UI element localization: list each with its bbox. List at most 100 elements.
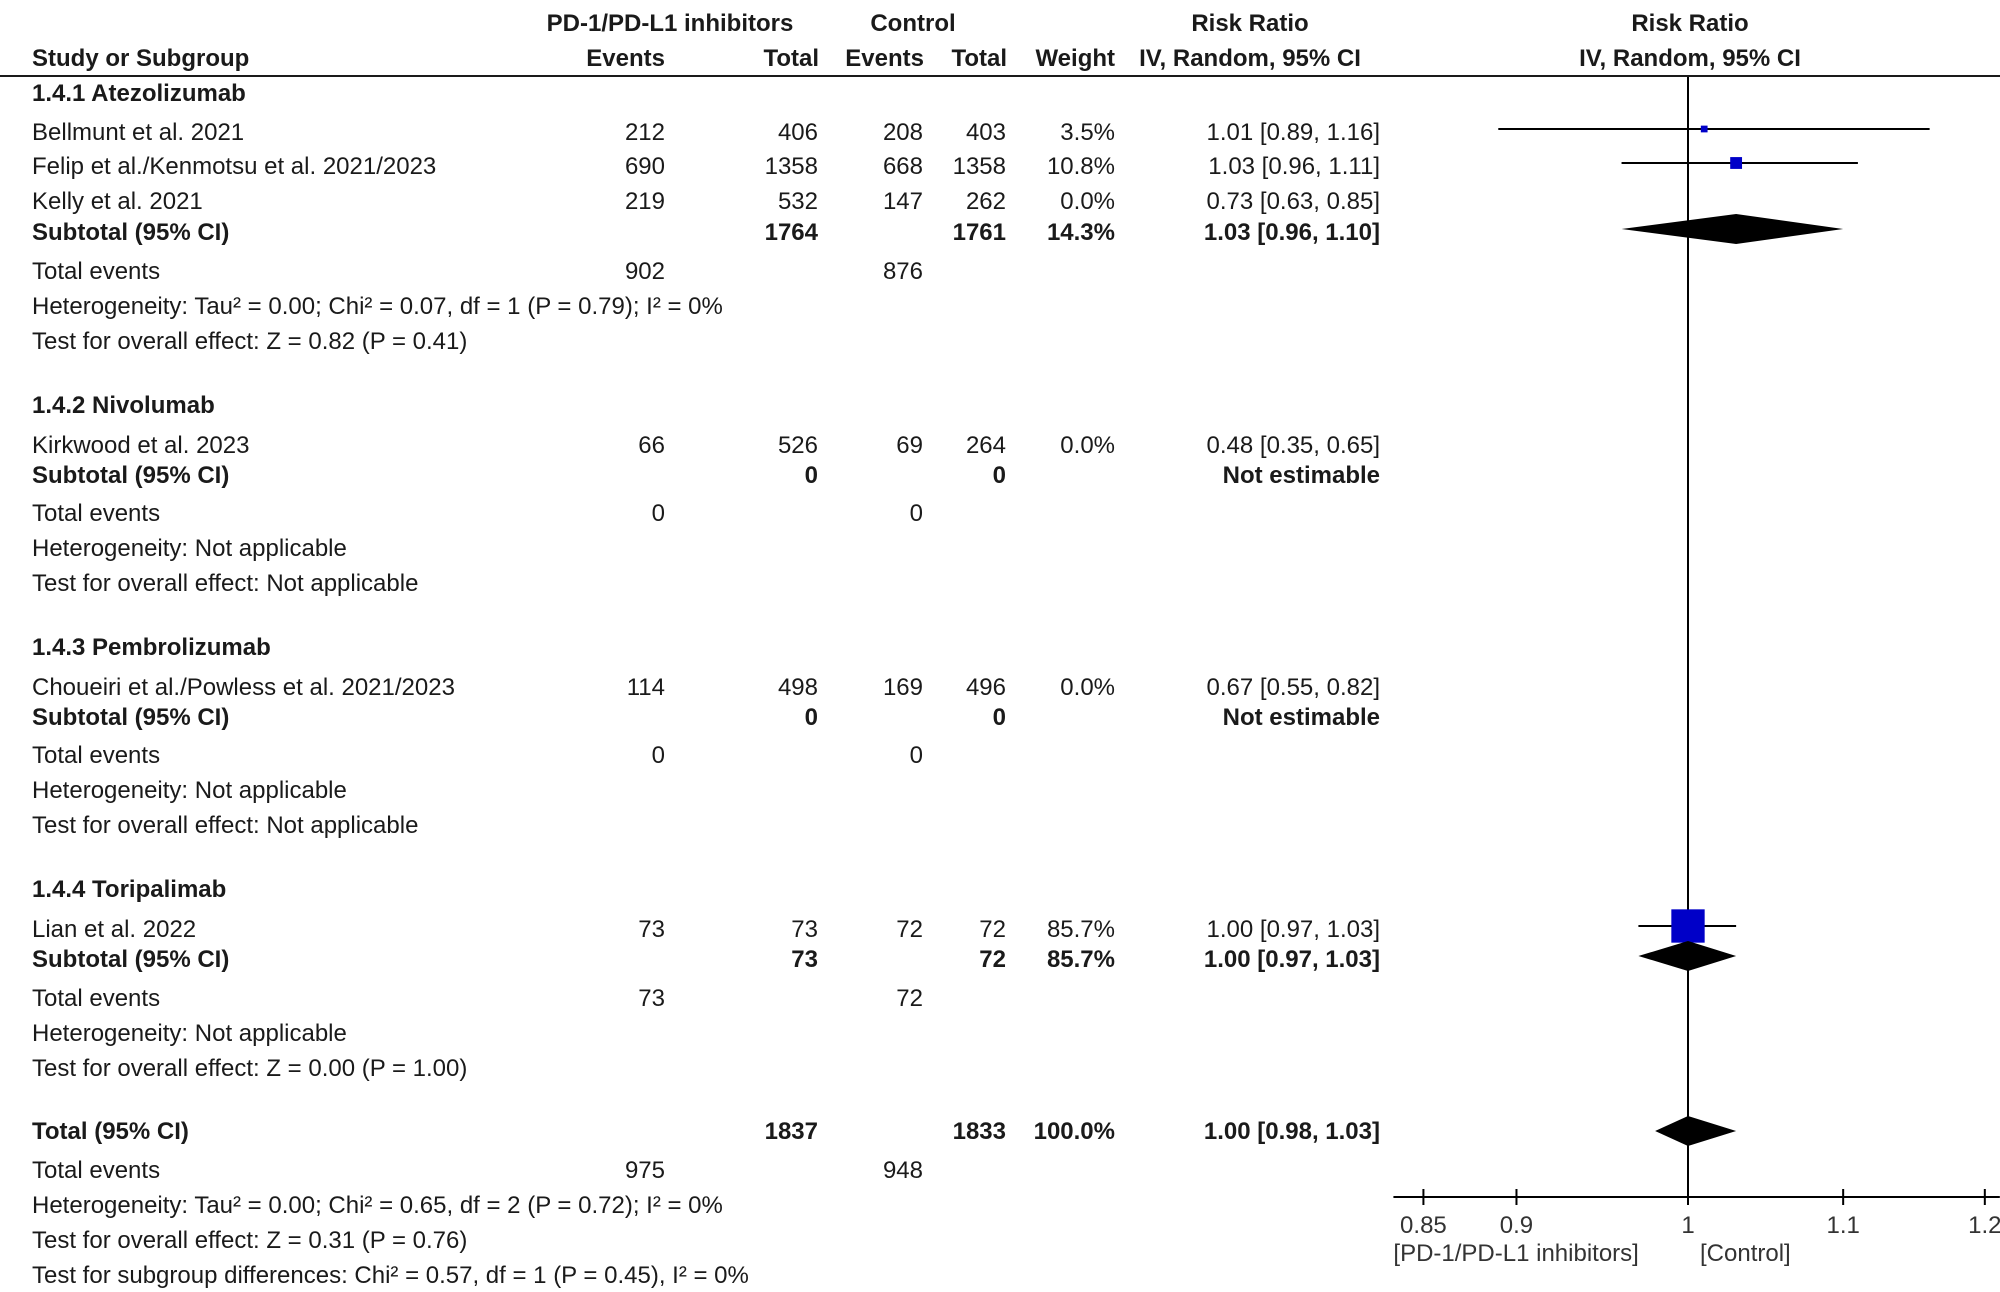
subtotal-total-2: 0 [992, 704, 1006, 731]
total-1: 73 [791, 916, 818, 943]
total-events-1: 73 [638, 985, 665, 1012]
study-effect-square [1730, 157, 1743, 169]
group2-header: Control [870, 10, 956, 37]
x-axis-ticks: 0.85 0.9 1 1.1 1.2 [1400, 1189, 2000, 1239]
rr-method-header: IV, Random, 95% CI [1139, 45, 1361, 72]
total-2: 264 [965, 432, 1006, 459]
study-name: Kirkwood et al. 2023 [32, 432, 250, 459]
heterogeneity-text: Heterogeneity: Not applicable [32, 1020, 347, 1047]
overall-ci: 1.00 [0.98, 1.03] [1203, 1118, 1380, 1145]
study-name: Kelly et al. 2021 [32, 188, 203, 215]
pooled-effect-diamond [1638, 941, 1737, 971]
overall-effect-text: Test for overall effect: Not applicable [32, 570, 419, 597]
overall-effect-text: Test for overall effect: Z = 0.00 (P = 1… [32, 1055, 468, 1082]
total-events-label: Total events [32, 258, 161, 285]
subgroup-title: 1.4.3 Pembrolizumab [32, 634, 271, 661]
total-header-1: Total [763, 45, 819, 72]
risk-ratio-ci: 0.73 [0.63, 0.85] [1206, 188, 1380, 215]
header-rule [0, 75, 2000, 77]
heterogeneity-text: Heterogeneity: Tau² = 0.00; Chi² = 0.65,… [32, 1192, 723, 1219]
events-1: 73 [638, 916, 665, 943]
risk-ratio-ci: 1.01 [0.89, 1.16] [1206, 119, 1380, 146]
study-name: Lian et al. 2022 [32, 916, 197, 943]
overall-total-2: 1833 [952, 1118, 1006, 1145]
subtotal-label: Subtotal (95% CI) [32, 704, 230, 731]
overall-total-label: Total (95% CI) [32, 1118, 189, 1145]
total-2: 72 [979, 916, 1006, 943]
events-2: 72 [896, 916, 923, 943]
total-events-1: 902 [624, 258, 665, 285]
study-markers [1498, 125, 1930, 943]
total-1: 1358 [764, 153, 818, 180]
total-events-2: 0 [909, 742, 923, 769]
subtotal-total-2: 72 [979, 946, 1006, 973]
risk-ratio-ci: 0.48 [0.35, 0.65] [1206, 432, 1380, 459]
weight-header: Weight [1035, 45, 1115, 72]
subtotal-ci: Not estimable [1222, 704, 1380, 731]
subtotal-total-2: 0 [992, 462, 1006, 489]
study-name: Bellmunt et al. 2021 [32, 119, 245, 146]
weight: 0.0% [1060, 674, 1115, 701]
events-1: 690 [624, 153, 665, 180]
overall-effect-text: Test for overall effect: Not applicable [32, 812, 419, 839]
events-header-1: Events [586, 45, 665, 72]
rr-header: Risk Ratio [1191, 10, 1309, 37]
total-events-label: Total events [32, 500, 161, 527]
study-column-header: Study or Subgroup [32, 45, 250, 72]
overall-effect-text: Test for overall effect: Z = 0.31 (P = 0… [32, 1227, 468, 1254]
total-events-2: 0 [909, 500, 923, 527]
x-axis-tick-label: 1.1 [1826, 1212, 1859, 1239]
events-1: 114 [626, 674, 665, 701]
x-axis-label-right: [Control] [1700, 1240, 1791, 1267]
subtotal-ci: 1.03 [0.96, 1.10] [1203, 219, 1380, 246]
subgroup-title: 1.4.1 Atezolizumab [32, 80, 246, 107]
plot-header: Risk Ratio [1631, 10, 1749, 37]
subtotal-ci: 1.00 [0.97, 1.03] [1203, 946, 1380, 973]
x-axis-tick-label: 1.2 [1968, 1212, 2000, 1239]
subtotal-ci: Not estimable [1222, 462, 1380, 489]
total-events-1: 975 [624, 1157, 665, 1184]
x-axis-tick-label: 0.9 [1500, 1212, 1533, 1239]
total-2: 496 [965, 674, 1006, 701]
overall-total-1: 1837 [764, 1118, 818, 1145]
events-2: 169 [882, 674, 923, 701]
events-2: 208 [882, 119, 923, 146]
total-events-label: Total events [32, 985, 161, 1012]
total-1: 526 [777, 432, 818, 459]
group1-header: PD-1/PD-L1 inhibitors [546, 10, 794, 37]
weight: 85.7% [1046, 916, 1115, 943]
weight: 10.8% [1046, 153, 1115, 180]
subtotal-label: Subtotal (95% CI) [32, 462, 230, 489]
events-2: 668 [882, 153, 923, 180]
pooled-effect-diamond [1621, 214, 1844, 244]
x-axis-label-left: [PD-1/PD-L1 inhibitors] [1393, 1240, 1638, 1267]
study-effect-square [1671, 909, 1705, 943]
subtotal-weight: 85.7% [1046, 946, 1115, 973]
total-2: 262 [965, 188, 1006, 215]
events-1: 66 [638, 432, 665, 459]
study-effect-square [1700, 125, 1708, 133]
pooled-effect-diamond [1655, 1116, 1737, 1146]
total-header-2: Total [951, 45, 1007, 72]
plot-method-header: IV, Random, 95% CI [1579, 45, 1801, 72]
subtotal-total-1: 0 [804, 462, 818, 489]
subtotal-label: Subtotal (95% CI) [32, 219, 230, 246]
events-1: 212 [624, 119, 665, 146]
study-name: Felip et al./Kenmotsu et al. 2021/2023 [32, 153, 437, 180]
overall-effect-text: Test for overall effect: Z = 0.82 (P = 0… [32, 328, 468, 355]
x-axis-tick-label: 1 [1681, 1212, 1694, 1239]
events-header-2: Events [845, 45, 924, 72]
total-events-2: 876 [882, 258, 923, 285]
weight: 0.0% [1060, 432, 1115, 459]
subtotal-total-2: 1761 [952, 219, 1006, 246]
x-axis-tick-label: 0.85 [1400, 1212, 1447, 1239]
weight: 0.0% [1060, 188, 1115, 215]
total-events-1: 0 [651, 742, 665, 769]
pooled-diamonds [1621, 214, 1844, 1146]
total-2: 403 [965, 119, 1006, 146]
risk-ratio-ci: 1.03 [0.96, 1.11] [1208, 153, 1380, 180]
total-1: 406 [777, 119, 818, 146]
total-events-label: Total events [32, 742, 161, 769]
subtotal-total-1: 1764 [764, 219, 818, 246]
events-2: 147 [882, 188, 923, 215]
